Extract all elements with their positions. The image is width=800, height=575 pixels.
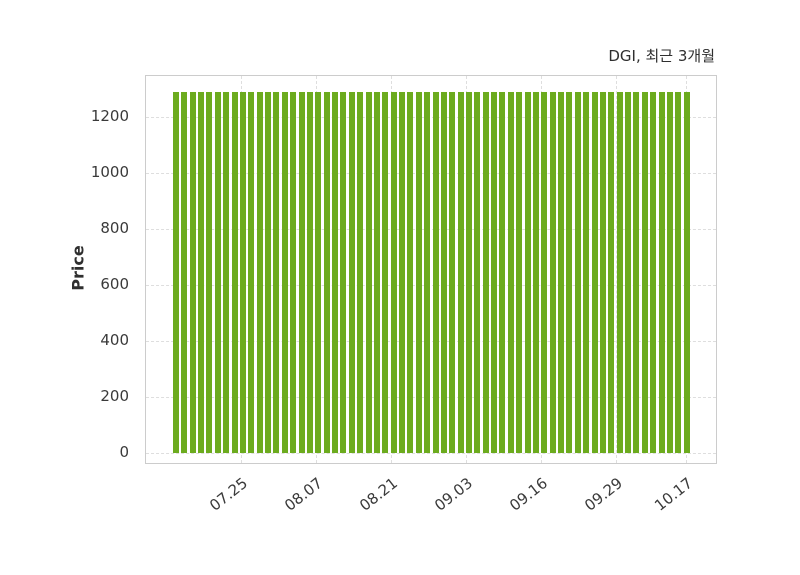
bar — [499, 91, 506, 453]
gridline-vertical — [615, 76, 617, 463]
bar — [608, 91, 615, 453]
chart-title: DGI, 최근 3개월 — [608, 47, 715, 65]
bar — [616, 91, 623, 453]
y-tick-label: 1200 — [90, 106, 129, 125]
bar — [457, 91, 464, 453]
bar — [599, 91, 606, 453]
bar — [549, 91, 556, 453]
bar — [256, 91, 263, 453]
x-tick-label: 09.16 — [506, 474, 552, 515]
bar — [625, 91, 632, 453]
bar — [666, 91, 673, 453]
gridline-horizontal — [146, 452, 716, 454]
y-tick-label: 1000 — [90, 162, 129, 181]
bar — [198, 91, 205, 453]
x-tick-label: 07.25 — [206, 474, 252, 515]
bar — [399, 91, 406, 453]
bar — [449, 91, 456, 453]
bar — [524, 91, 531, 453]
bar — [658, 91, 665, 453]
x-tick-label: 10.17 — [650, 474, 696, 515]
y-tick-label: 200 — [100, 386, 129, 405]
bar — [340, 91, 347, 453]
bar — [465, 91, 472, 453]
bar — [541, 91, 548, 453]
bar — [650, 91, 657, 453]
y-tick-label: 800 — [100, 218, 129, 237]
bar — [357, 91, 364, 453]
bar — [432, 91, 439, 453]
bar — [273, 91, 280, 453]
bar — [231, 91, 238, 453]
bar — [532, 91, 539, 453]
x-tick-label: 09.29 — [580, 474, 626, 515]
bar — [206, 91, 213, 453]
gridline-horizontal — [146, 228, 716, 230]
gridline-horizontal — [146, 172, 716, 174]
bar — [323, 91, 330, 453]
gridline-horizontal — [146, 284, 716, 286]
bar — [306, 91, 313, 453]
bar — [558, 91, 565, 453]
x-axis-tick-labels: 07.25 08.07 08.21 09.03 09.16 09.29 10.17 — [145, 464, 715, 534]
bar — [407, 91, 414, 453]
y-axis-tick-labels: 0 200 400 600 800 1000 1200 — [0, 75, 137, 462]
bar — [315, 91, 322, 453]
bar — [474, 91, 481, 453]
bar — [173, 91, 180, 453]
bar — [223, 91, 230, 453]
x-tick-label: 09.03 — [430, 474, 476, 515]
bar — [332, 91, 339, 453]
bar — [390, 91, 397, 453]
bar — [482, 91, 489, 453]
bar — [382, 91, 389, 453]
bar — [189, 91, 196, 453]
bar — [424, 91, 431, 453]
bar — [365, 91, 372, 453]
plot-area — [145, 75, 717, 464]
bar — [566, 91, 573, 453]
bar — [298, 91, 305, 453]
bar — [265, 91, 272, 453]
x-tick-label: 08.07 — [281, 474, 326, 515]
y-tick-label: 600 — [100, 274, 129, 293]
bar — [507, 91, 514, 453]
x-tick-label: 08.21 — [356, 474, 402, 515]
gridline-horizontal — [146, 340, 716, 342]
bar — [348, 91, 355, 453]
bar — [248, 91, 255, 453]
bar — [683, 91, 690, 453]
gridline-horizontal — [146, 116, 716, 118]
bar — [574, 91, 581, 453]
bar — [415, 91, 422, 453]
bar — [516, 91, 523, 453]
bar — [373, 91, 380, 453]
bar — [440, 91, 447, 453]
bar — [214, 91, 221, 453]
bar — [281, 91, 288, 453]
bar — [641, 91, 648, 453]
bar — [290, 91, 297, 453]
bar — [633, 91, 640, 453]
bar — [591, 91, 598, 453]
bar — [181, 91, 188, 453]
bar — [239, 91, 246, 453]
gridline-horizontal — [146, 396, 716, 398]
y-tick-label: 400 — [100, 330, 129, 349]
bar — [675, 91, 682, 453]
bar — [583, 91, 590, 453]
bar — [491, 91, 498, 453]
y-tick-label: 0 — [119, 442, 129, 461]
